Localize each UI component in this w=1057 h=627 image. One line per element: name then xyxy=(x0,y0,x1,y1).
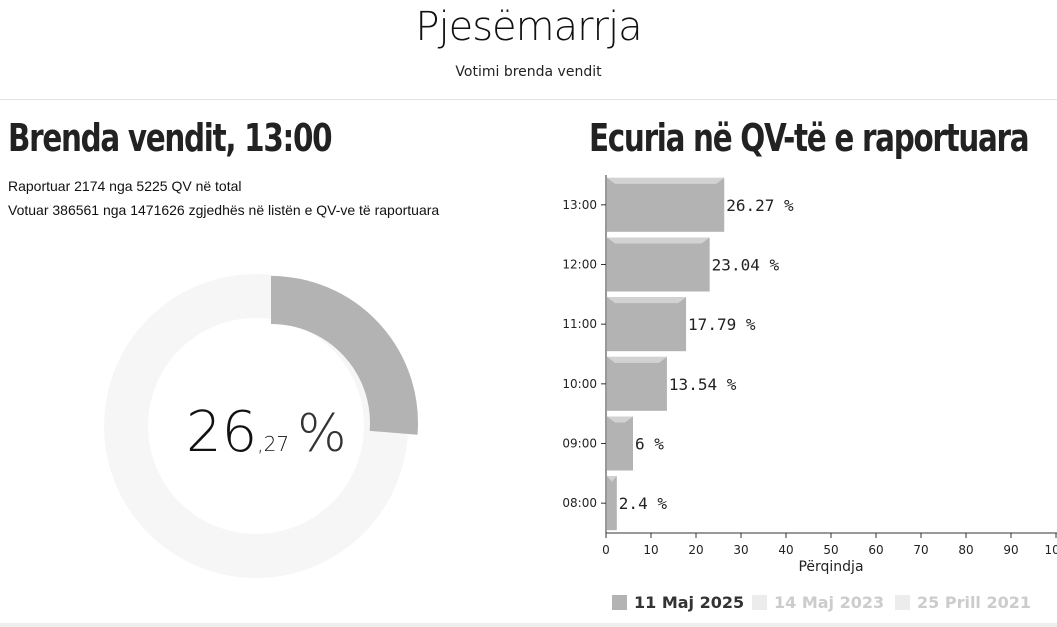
progress-title: Ecuria në QV-të e raportuara xyxy=(589,116,1030,160)
data-label-0800: 2.4 % xyxy=(619,494,668,513)
hourly-turnout-bar-chart: 13:00 26.27 % 12:00 23.04 % 11:00 17.79 % 10:0… xyxy=(562,175,1057,575)
page-header: Pjesëmarrja Votimi brenda vendit xyxy=(0,0,1057,100)
data-label-1300: 26.27 % xyxy=(726,196,794,215)
legend-swatch-2025 xyxy=(612,595,627,610)
bar-highlight-1000 xyxy=(607,356,667,363)
bar-highlight-1300 xyxy=(607,177,725,184)
bar-highlight-1100 xyxy=(607,297,687,304)
bar-1000 xyxy=(607,356,667,411)
x-tick-label-30: 30 xyxy=(733,543,748,557)
y-tick-label-1200: 12:00 xyxy=(562,258,597,272)
voted-count-text: Votuar 386561 nga 1471626 zgjedhës në li… xyxy=(8,202,440,218)
footer-divider xyxy=(0,623,1057,627)
bar-highlight-0800 xyxy=(607,476,617,483)
x-tick-label-20: 20 xyxy=(688,543,703,557)
data-label-1200: 23.04 % xyxy=(712,256,780,275)
y-tick-label-0800: 08:00 xyxy=(562,496,597,510)
data-label-1000: 13.54 % xyxy=(669,375,737,394)
x-tick-label-50: 50 xyxy=(823,543,838,557)
legend-swatch-2023 xyxy=(752,595,767,610)
bar-0900 xyxy=(607,416,633,471)
bar-highlight-1200 xyxy=(607,237,710,244)
turnout-percentage: 26,27% xyxy=(186,400,347,465)
turnout-decimal: ,27 xyxy=(257,432,290,456)
reported-stations-text: Raportuar 2174 nga 5225 QV në total xyxy=(8,178,242,194)
y-tick-label-1100: 11:00 xyxy=(562,317,597,331)
legend-label-2021: 25 Prill 2021 xyxy=(917,593,1032,612)
x-tick-label-10: 10 xyxy=(643,543,658,557)
legend-swatch-2021 xyxy=(895,595,910,610)
turnout-integer: 26 xyxy=(186,400,258,465)
legend-item-2025[interactable]: 11 Maj 2025 xyxy=(612,593,744,612)
legend-item-2021[interactable]: 25 Prill 2021 xyxy=(895,593,1031,612)
bar-0800 xyxy=(607,476,617,531)
y-tick-label-0900: 09:00 xyxy=(562,437,597,451)
x-tick-label-70: 70 xyxy=(913,543,928,557)
bar-1200 xyxy=(607,237,710,292)
x-tick-label-0: 0 xyxy=(602,543,610,557)
bar-1100 xyxy=(607,297,687,352)
turnout-unit: % xyxy=(297,404,347,464)
data-label-1100: 17.79 % xyxy=(688,315,756,334)
x-tick-label-90: 90 xyxy=(1003,543,1018,557)
x-axis-label: Përqindja xyxy=(798,559,863,575)
domestic-turnout-title: Brenda vendit, 13:00 xyxy=(8,116,333,160)
bar-1300 xyxy=(607,177,725,232)
x-tick-label-80: 80 xyxy=(958,543,973,557)
data-label-0900: 6 % xyxy=(635,435,664,454)
turnout-donut-chart xyxy=(104,274,418,578)
page-title: Pjesëmarrja xyxy=(415,4,642,50)
x-tick-label-60: 60 xyxy=(868,543,883,557)
y-tick-label-1000: 10:00 xyxy=(562,377,597,391)
donut-value-arc xyxy=(270,276,418,435)
y-tick-label-1300: 13:00 xyxy=(562,198,597,212)
x-tick-label-100: 100 xyxy=(1045,543,1057,557)
x-tick-label-40: 40 xyxy=(778,543,793,557)
legend-label-2023: 14 Maj 2023 xyxy=(774,593,885,612)
bar-highlight-0900 xyxy=(607,416,633,423)
page-subtitle: Votimi brenda vendit xyxy=(455,64,602,80)
legend-item-2023[interactable]: 14 Maj 2023 xyxy=(752,593,884,612)
legend-label-2025: 11 Maj 2025 xyxy=(634,593,745,612)
